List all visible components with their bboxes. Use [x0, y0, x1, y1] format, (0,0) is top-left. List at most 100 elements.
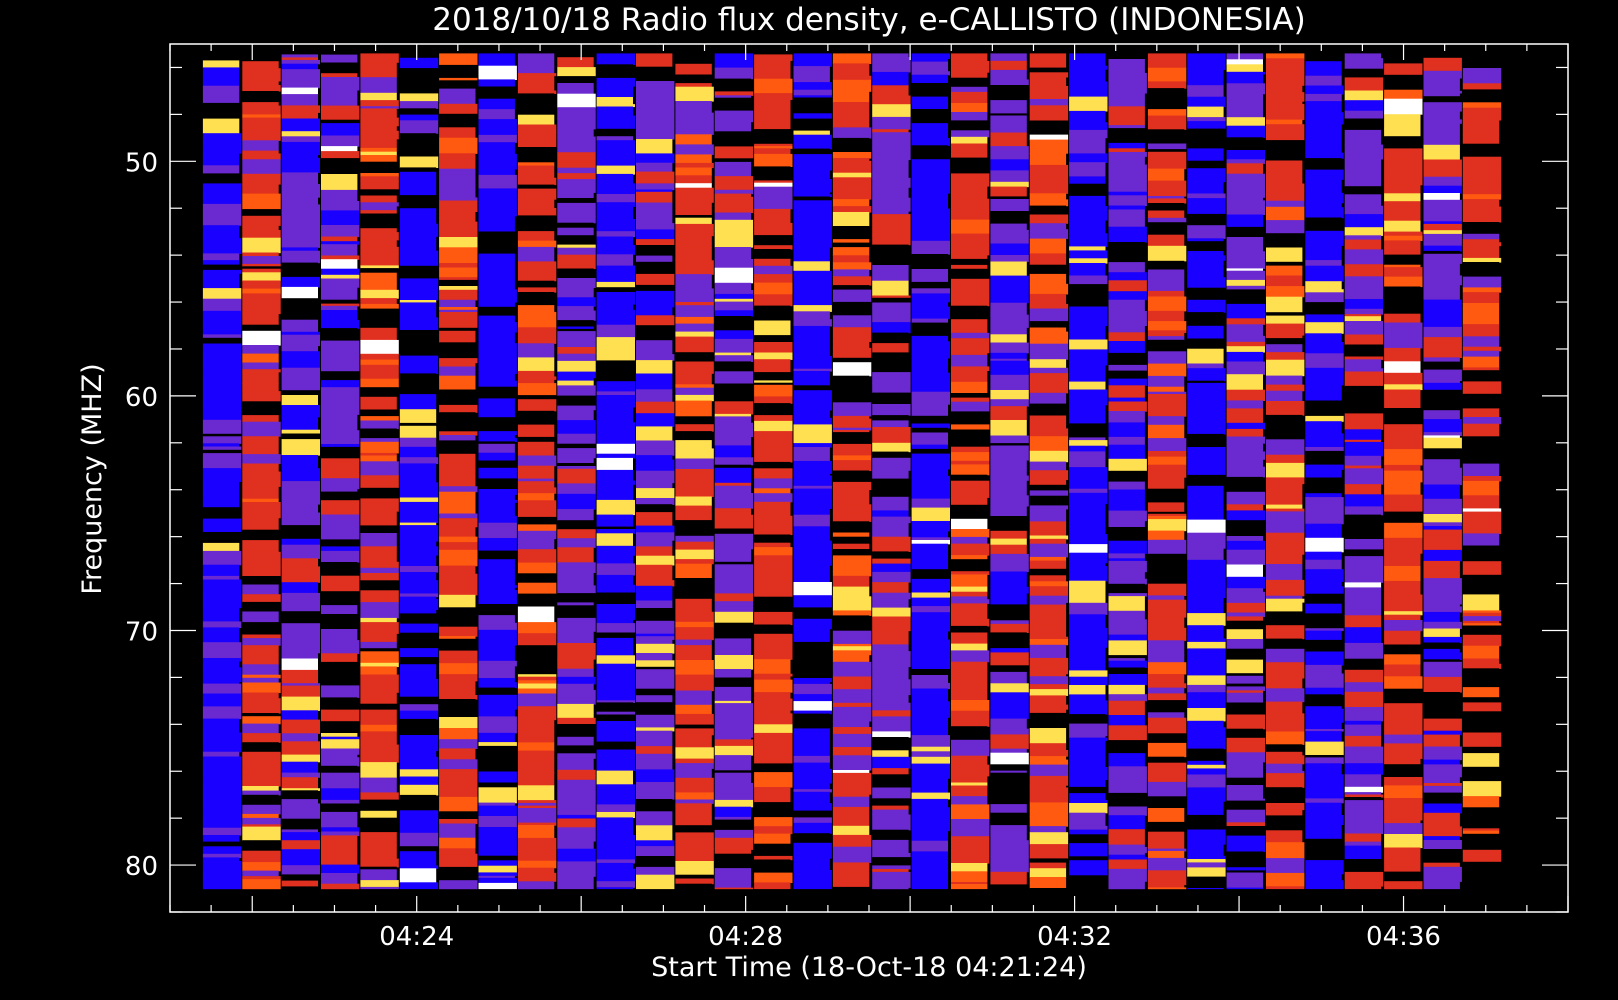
- spectrogram-cell: [360, 253, 399, 266]
- spectrogram-cell: [399, 236, 437, 252]
- spectrogram-cell: [202, 542, 240, 552]
- spectrogram-cell: [1344, 691, 1384, 695]
- spectrogram-cell: [202, 621, 242, 628]
- spectrogram-cell: [911, 341, 950, 351]
- spectrogram-cell: [1187, 137, 1224, 149]
- spectrogram-cell: [517, 339, 557, 344]
- spectrogram-cell: [675, 728, 714, 736]
- spectrogram-cell: [1147, 456, 1187, 466]
- x-axis-label: Start Time (18-Oct-18 04:21:24): [651, 952, 1087, 983]
- spectrogram-cell: [951, 785, 988, 797]
- spectrogram-cell: [1187, 341, 1226, 350]
- spectrogram-cell: [360, 428, 397, 439]
- spectrogram-cell: [321, 310, 358, 321]
- spectrogram-cell: [478, 79, 515, 88]
- spectrogram-cell: [793, 169, 830, 180]
- spectrogram-cell: [439, 759, 478, 770]
- spectrogram-cell: [990, 825, 1027, 841]
- spectrogram-cell: [1029, 359, 1067, 369]
- spectrogram-cell: [951, 103, 988, 113]
- spectrogram-cell: [793, 134, 832, 150]
- spectrogram-cell: [439, 853, 478, 868]
- spectrogram-cell: [596, 56, 635, 65]
- spectrogram-cell: [1147, 109, 1187, 117]
- spectrogram-cell: [557, 483, 596, 495]
- spectrogram-cell: [439, 358, 478, 364]
- spectrogram-cell: [557, 167, 596, 174]
- spectrogram-cell: [1147, 511, 1187, 515]
- spectrogram-cell: [951, 186, 988, 191]
- spectrogram-cell: [1069, 238, 1108, 248]
- spectrogram-cell: [951, 332, 990, 339]
- spectrogram-cell: [754, 352, 793, 360]
- spectrogram-cell: [793, 385, 830, 391]
- spectrogram-cell: [557, 448, 596, 454]
- spectrogram-cell: [832, 630, 872, 645]
- spectrogram-cell: [517, 860, 557, 869]
- spectrogram-cell: [832, 347, 872, 356]
- spectrogram-cell: [990, 812, 1027, 826]
- spectrogram-cell: [321, 757, 360, 767]
- spectrogram-cell: [714, 110, 754, 123]
- spectrogram-cell: [557, 758, 594, 771]
- spectrogram-cell: [439, 435, 476, 441]
- spectrogram-cell: [557, 753, 596, 759]
- spectrogram-cell: [399, 692, 439, 698]
- spectrogram-cell: [1187, 198, 1226, 215]
- spectrogram-cell: [832, 654, 870, 663]
- spectrogram-cell: [557, 198, 596, 204]
- spectrogram-cell: [1069, 793, 1106, 801]
- spectrogram-cell: [399, 735, 439, 752]
- spectrogram-column: [242, 61, 281, 890]
- spectrogram-cell: [911, 543, 948, 550]
- spectrogram-cell: [911, 701, 950, 718]
- spectrogram-cell: [360, 866, 397, 870]
- spectrogram-cell: [281, 455, 318, 469]
- spectrogram-cell: [754, 359, 791, 373]
- spectrogram-cell: [872, 104, 911, 118]
- spectrogram-cell: [242, 733, 281, 743]
- spectrogram-cell: [990, 399, 1029, 407]
- spectrogram-cell: [1266, 275, 1303, 287]
- spectrogram-cell: [951, 319, 988, 334]
- spectrogram-cell: [439, 312, 478, 329]
- spectrogram-cell: [1462, 523, 1502, 535]
- spectrogram-cell: [557, 509, 594, 521]
- spectrogram-cell: [872, 777, 911, 789]
- spectrogram-cell: [281, 849, 320, 866]
- spectrogram-cell: [242, 362, 279, 370]
- spectrogram-cell: [1266, 183, 1305, 192]
- spectrogram-cell: [1423, 642, 1460, 650]
- spectrogram-cell: [832, 862, 870, 874]
- spectrogram-cell: [1187, 461, 1226, 476]
- spectrogram-cell: [754, 335, 791, 343]
- spectrogram-cell: [911, 851, 948, 857]
- spectrogram-cell: [360, 677, 399, 693]
- spectrogram-cell: [1462, 107, 1502, 121]
- spectrogram-cell: [1423, 284, 1460, 301]
- spectrogram-cell: [596, 604, 635, 615]
- spectrogram-cell: [714, 782, 754, 792]
- spectrogram-cell: [1147, 371, 1187, 377]
- spectrogram-cell: [1423, 111, 1460, 120]
- spectrogram-cell: [1029, 177, 1069, 194]
- spectrogram-cell: [517, 688, 557, 695]
- spectrogram-cell: [714, 710, 754, 727]
- spectrogram-cell: [1462, 417, 1502, 425]
- spectrogram-cell: [1029, 331, 1069, 345]
- spectrogram-cell: [281, 558, 318, 567]
- spectrogram-cell: [675, 394, 714, 402]
- spectrogram-cell: [1187, 312, 1224, 327]
- spectrogram-cell: [1266, 872, 1305, 887]
- spectrogram-cell: [1226, 835, 1265, 852]
- spectrogram-cell: [754, 472, 793, 479]
- spectrogram-cell: [1147, 640, 1185, 656]
- spectrogram-cell: [1029, 826, 1067, 833]
- spectrogram-column: [1462, 55, 1502, 890]
- spectrogram-cell: [1462, 120, 1500, 136]
- spectrogram-cell: [832, 481, 872, 487]
- spectrogram-cell: [714, 737, 752, 740]
- spectrogram-cell: [872, 214, 911, 222]
- spectrogram-cell: [1305, 158, 1342, 171]
- spectrogram-cell: [478, 860, 517, 864]
